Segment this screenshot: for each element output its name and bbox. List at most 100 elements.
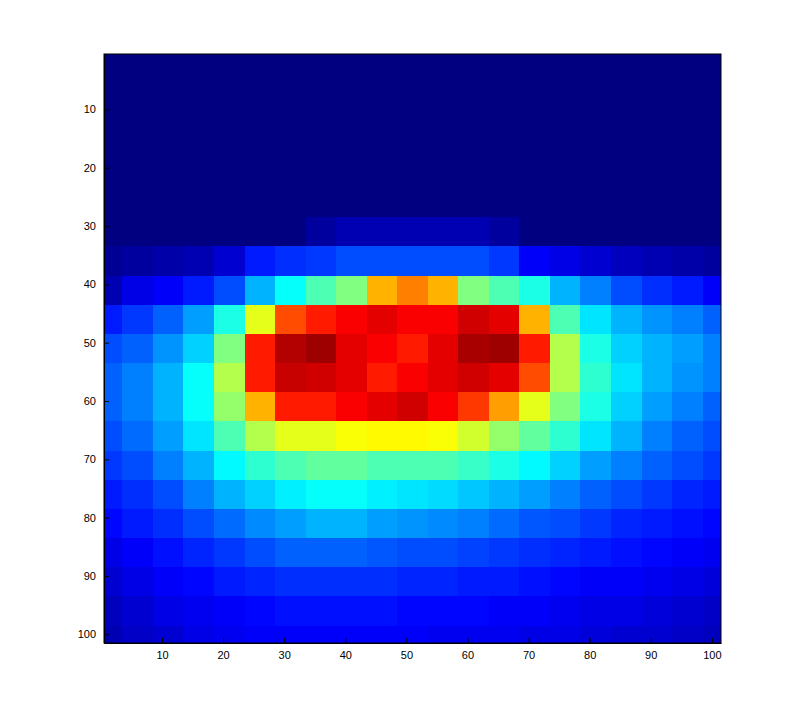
heatmap-cell xyxy=(580,392,611,422)
heatmap-cell xyxy=(519,363,550,393)
heatmap-cell xyxy=(122,567,153,597)
heatmap-cell xyxy=(703,217,721,247)
heatmap-cell xyxy=(550,480,581,510)
x-tick-mark xyxy=(651,638,652,643)
heatmap-cell xyxy=(458,276,489,306)
heatmap-cell xyxy=(642,509,673,539)
heatmap-cell xyxy=(245,392,276,422)
heatmap-cell xyxy=(611,392,642,422)
heatmap-cell xyxy=(336,54,367,72)
heatmap-cell xyxy=(397,159,428,189)
heatmap-cell xyxy=(611,217,642,247)
heatmap-cell xyxy=(703,509,721,539)
y-axis: 102030405060708090100 xyxy=(78,55,109,644)
heatmap-cell xyxy=(519,480,550,510)
heatmap-cell xyxy=(672,363,703,393)
heatmap-cell xyxy=(642,71,673,101)
heatmap-cell xyxy=(611,538,642,568)
heatmap-cell xyxy=(336,538,367,568)
heatmap-cell xyxy=(428,276,459,306)
heatmap-cell xyxy=(122,188,153,218)
heatmap-cell xyxy=(122,480,153,510)
heatmap-cell xyxy=(306,451,337,481)
heatmap-cell xyxy=(642,246,673,276)
heatmap-cell xyxy=(672,421,703,451)
heatmap-cell xyxy=(153,246,184,276)
heatmap-cell xyxy=(104,334,123,364)
heatmap-cell xyxy=(367,130,398,160)
heatmap-cell xyxy=(245,421,276,451)
heatmap-cell xyxy=(458,54,489,72)
heatmap-cell xyxy=(336,626,367,643)
heatmap-cell xyxy=(214,246,245,276)
heatmap-cell xyxy=(397,451,428,481)
heatmap-cell xyxy=(672,626,703,643)
heatmap-cell xyxy=(672,54,703,72)
heatmap-cell xyxy=(672,71,703,101)
heatmap-cell xyxy=(489,130,520,160)
heatmap-cell xyxy=(550,392,581,422)
heatmap-cell xyxy=(306,567,337,597)
heatmap-cell xyxy=(489,596,520,626)
heatmap-cell xyxy=(245,276,276,306)
x-tick-mark xyxy=(467,638,468,643)
heatmap-cell xyxy=(122,626,153,643)
heatmap-cell xyxy=(122,159,153,189)
heatmap-cell xyxy=(458,626,489,643)
heatmap-cell xyxy=(458,71,489,101)
heatmap-cell xyxy=(519,71,550,101)
heatmap-cell xyxy=(183,567,214,597)
heatmap-cell xyxy=(153,54,184,72)
heatmap-cell xyxy=(183,159,214,189)
plot-frame xyxy=(104,54,721,643)
heatmap-cell xyxy=(306,363,337,393)
heatmap-cell xyxy=(428,54,459,72)
heatmap-cell xyxy=(183,276,214,306)
heatmap-cell xyxy=(672,567,703,597)
x-tick: 30 xyxy=(279,638,291,661)
heatmap-cell xyxy=(703,130,721,160)
heatmap-cell xyxy=(245,246,276,276)
heatmap-cell xyxy=(580,188,611,218)
heatmap-cell xyxy=(336,421,367,451)
heatmap-cell xyxy=(550,567,581,597)
heatmap-cell xyxy=(104,276,123,306)
heatmap-cell xyxy=(122,509,153,539)
y-tick-label: 70 xyxy=(84,453,96,465)
heatmap-cell xyxy=(336,101,367,131)
heatmap-cell xyxy=(275,217,306,247)
heatmap-cell xyxy=(580,246,611,276)
heatmap-cell xyxy=(580,334,611,364)
heatmap-cell xyxy=(122,363,153,393)
heatmap-cell xyxy=(458,509,489,539)
heatmap-cell xyxy=(428,480,459,510)
heatmap-cell xyxy=(580,451,611,481)
x-tick-mark xyxy=(345,638,346,643)
x-tick: 20 xyxy=(217,638,229,661)
heatmap-cell xyxy=(367,71,398,101)
heatmap-cell xyxy=(153,567,184,597)
heatmap-cell xyxy=(306,334,337,364)
heatmap-cell xyxy=(428,130,459,160)
heatmap-cell xyxy=(458,480,489,510)
heatmap-cell xyxy=(519,567,550,597)
heatmap-cell xyxy=(397,130,428,160)
heatmap-cell xyxy=(642,392,673,422)
heatmap-cell xyxy=(489,538,520,568)
x-tick-mark xyxy=(590,638,591,643)
heatmap-cell xyxy=(519,217,550,247)
y-tick-mark xyxy=(104,284,109,285)
heatmap-cell xyxy=(550,276,581,306)
x-tick-mark xyxy=(284,638,285,643)
heatmap-cell xyxy=(183,626,214,643)
x-tick: 80 xyxy=(584,638,596,661)
heatmap-cell xyxy=(489,305,520,335)
heatmap-cell xyxy=(397,101,428,131)
heatmap-cell xyxy=(642,480,673,510)
heatmap-cell xyxy=(642,363,673,393)
heatmap-cell xyxy=(611,54,642,72)
heatmap-cell xyxy=(245,54,276,72)
heatmap-cell xyxy=(672,509,703,539)
heatmap-cell xyxy=(367,276,398,306)
heatmap-cell xyxy=(245,363,276,393)
